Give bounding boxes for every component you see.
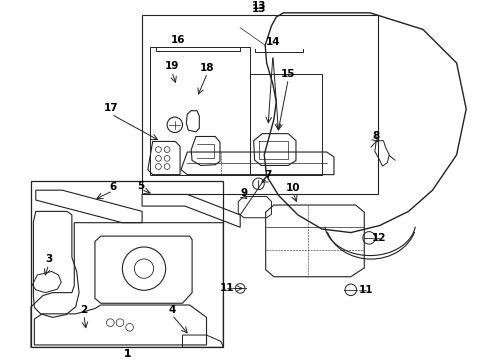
Text: 15: 15 <box>281 69 295 78</box>
Text: 18: 18 <box>200 63 215 73</box>
Text: 14: 14 <box>266 37 280 47</box>
Text: 2: 2 <box>80 305 88 315</box>
Text: 6: 6 <box>109 183 116 192</box>
Text: 13: 13 <box>252 1 267 12</box>
Text: 19: 19 <box>165 61 179 71</box>
Text: 1: 1 <box>123 349 131 359</box>
Text: 3: 3 <box>45 255 52 265</box>
Text: 12: 12 <box>371 233 386 243</box>
Text: 4: 4 <box>168 305 175 315</box>
Text: 9: 9 <box>241 188 247 198</box>
Text: 17: 17 <box>104 103 119 113</box>
Text: 5: 5 <box>138 181 145 191</box>
Text: 7: 7 <box>265 170 272 180</box>
Text: 8: 8 <box>373 131 380 141</box>
Text: 11: 11 <box>359 285 373 295</box>
Text: 10: 10 <box>286 183 300 193</box>
Text: 13: 13 <box>252 4 267 14</box>
Text: 1: 1 <box>123 349 131 359</box>
Text: 11: 11 <box>220 283 234 293</box>
Text: 16: 16 <box>171 35 185 45</box>
